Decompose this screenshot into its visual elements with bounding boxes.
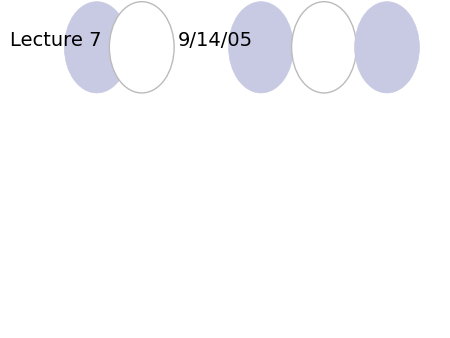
Text: Lecture 7: Lecture 7 xyxy=(10,31,101,50)
Ellipse shape xyxy=(355,2,419,93)
Text: 9/14/05: 9/14/05 xyxy=(178,31,253,50)
Ellipse shape xyxy=(64,2,129,93)
Ellipse shape xyxy=(109,2,174,93)
Ellipse shape xyxy=(292,2,356,93)
Ellipse shape xyxy=(229,2,293,93)
